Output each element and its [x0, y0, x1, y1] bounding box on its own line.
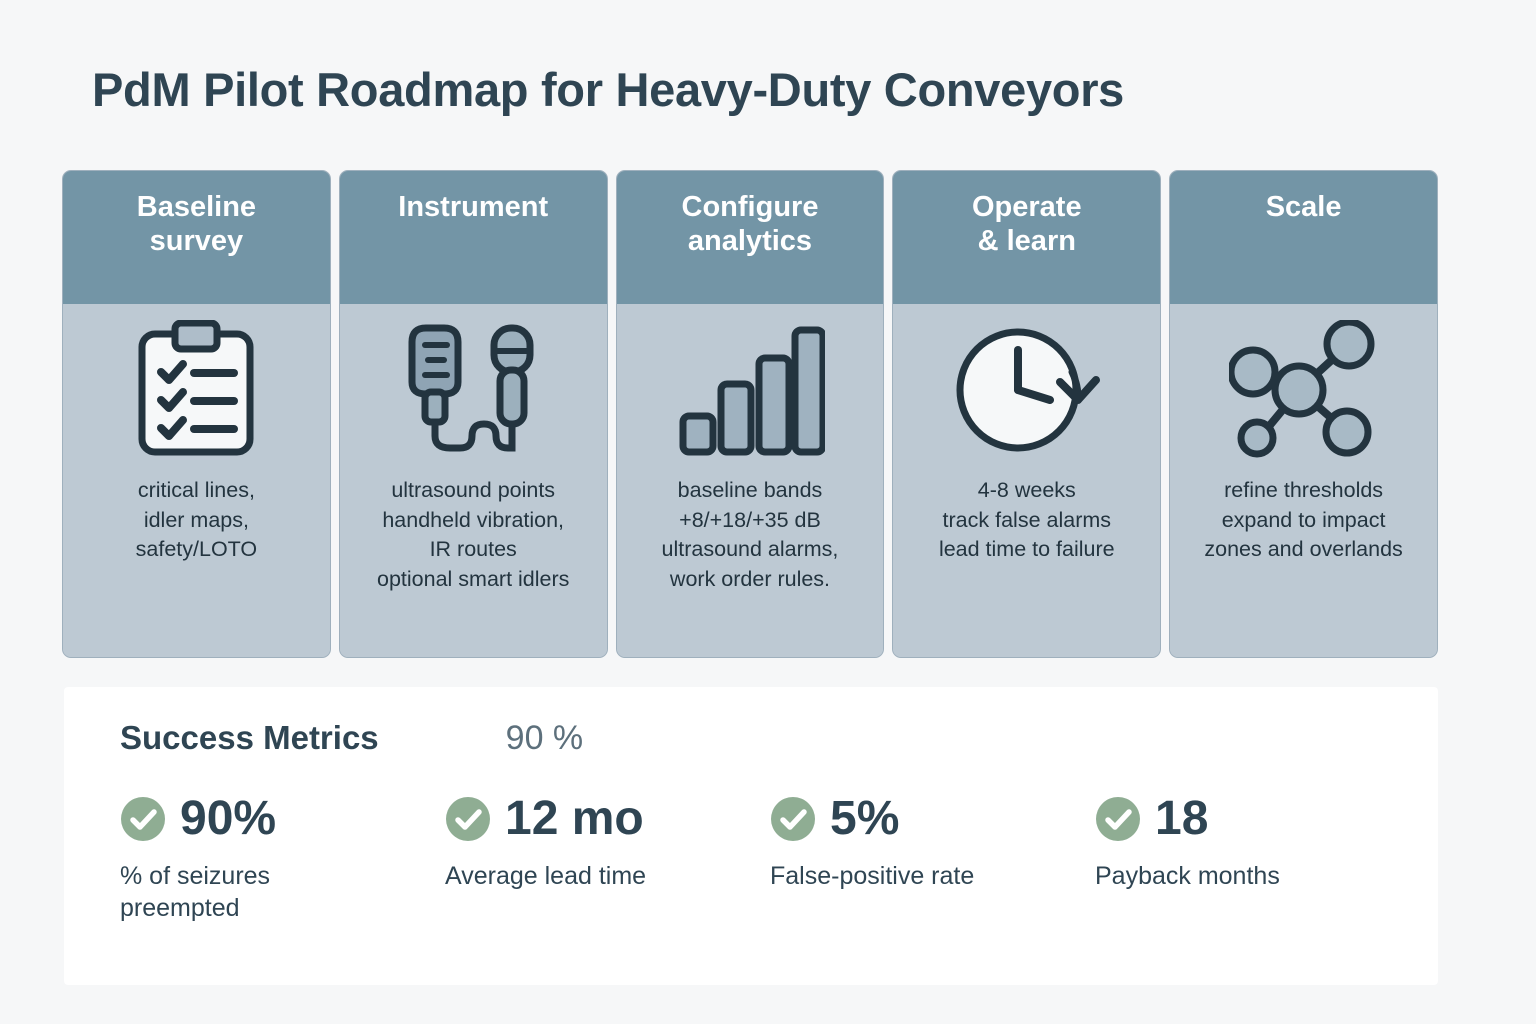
- stage-card-row: Baseline survey: [62, 170, 1438, 658]
- check-circle-icon: [121, 797, 165, 841]
- success-metrics-ghost-label: 90 %: [505, 719, 584, 757]
- metric-label: False-positive rate: [770, 862, 975, 890]
- metric-payback-months: 18 Payback months: [1095, 795, 1420, 924]
- metric-value: 12 mo: [505, 792, 644, 845]
- metric-value-row: 5%: [770, 795, 1095, 843]
- stage-card-header: Scale: [1170, 171, 1437, 304]
- metric-value: 5%: [830, 792, 900, 845]
- stage-card-header: Configure analytics: [616, 171, 884, 304]
- stage-card-body: refine thresholds expand to impact zones…: [1170, 304, 1437, 657]
- metric-false-positive-rate: 5% False-positive rate: [770, 795, 1095, 924]
- stage-card-header: Instrument: [339, 171, 607, 304]
- success-metrics-title: Success Metrics: [120, 719, 379, 756]
- stage-card-text: ultrasound points handheld vibration, IR…: [377, 478, 570, 591]
- success-metrics-row: 90% % of seizures preempted 12 mo Averag…: [120, 795, 1420, 924]
- success-metrics-panel: Success Metrics 90 % 90% % of seizures p…: [64, 687, 1438, 985]
- metric-value-row: 12 mo: [445, 795, 770, 843]
- stage-card-body: 4-8 weeks track false alarms lead time t…: [893, 304, 1161, 657]
- metric-label: % of seizures preempted: [120, 862, 271, 922]
- stage-card-body: baseline bands +8/+18/+35 dB ultrasound …: [616, 304, 884, 657]
- clipboard-checklist-icon: [134, 304, 258, 476]
- stage-card-header: Baseline survey: [63, 171, 330, 304]
- stage-card-scale[interactable]: Scale: [1169, 170, 1438, 658]
- stage-card-text: 4-8 weeks track false alarms lead time t…: [938, 478, 1115, 562]
- metric-value: 90%: [180, 792, 277, 845]
- metric-seizures-preempted: 90% % of seizures preempted: [120, 795, 445, 924]
- page-title: PdM Pilot Roadmap for Heavy-Duty Conveyo…: [92, 63, 1125, 116]
- metric-value-row: 18: [1095, 795, 1420, 843]
- metric-average-lead-time: 12 mo Average lead time: [445, 795, 770, 924]
- stage-card-instrument[interactable]: Instrument: [338, 170, 608, 658]
- stage-card-configure-analytics[interactable]: Configure analytics baseline bands +8/+1…: [615, 170, 885, 658]
- network-nodes-icon: [1228, 304, 1379, 476]
- stage-card-body: critical lines, idler maps, safety/LOTO: [63, 304, 330, 657]
- stage-card-text: baseline bands +8/+18/+35 dB ultrasound …: [661, 478, 839, 591]
- check-circle-icon: [446, 797, 490, 841]
- metric-value: 18: [1155, 792, 1209, 845]
- stage-card-body: ultrasound points handheld vibration, IR…: [339, 304, 607, 657]
- metric-label: Average lead time: [445, 862, 647, 890]
- handheld-sensors-icon: [398, 304, 548, 476]
- stage-card-title: Operate & learn: [971, 191, 1082, 257]
- stage-card-text: critical lines, idler maps, safety/LOTO: [135, 478, 258, 562]
- stage-card-title: Instrument: [398, 191, 549, 223]
- clock-cycle-icon: [952, 304, 1102, 476]
- success-metrics-header-row: Success Metrics 90 %: [120, 719, 583, 758]
- check-circle-icon: [1096, 797, 1140, 841]
- bar-chart-icon: [675, 304, 825, 476]
- stage-card-baseline-survey[interactable]: Baseline survey: [62, 170, 331, 658]
- stage-card-text: refine thresholds expand to impact zones…: [1204, 478, 1403, 562]
- stage-card-title: Baseline survey: [136, 191, 257, 257]
- metric-value-row: 90%: [120, 795, 445, 843]
- stage-card-title: Scale: [1265, 191, 1342, 223]
- stage-card-operate-learn[interactable]: Operate & learn 4-8 weeks track false al…: [892, 170, 1162, 658]
- stage-card-title: Configure analytics: [681, 191, 819, 257]
- stage-card-header: Operate & learn: [893, 171, 1161, 304]
- check-circle-icon: [771, 797, 815, 841]
- metric-label: Payback months: [1095, 862, 1280, 890]
